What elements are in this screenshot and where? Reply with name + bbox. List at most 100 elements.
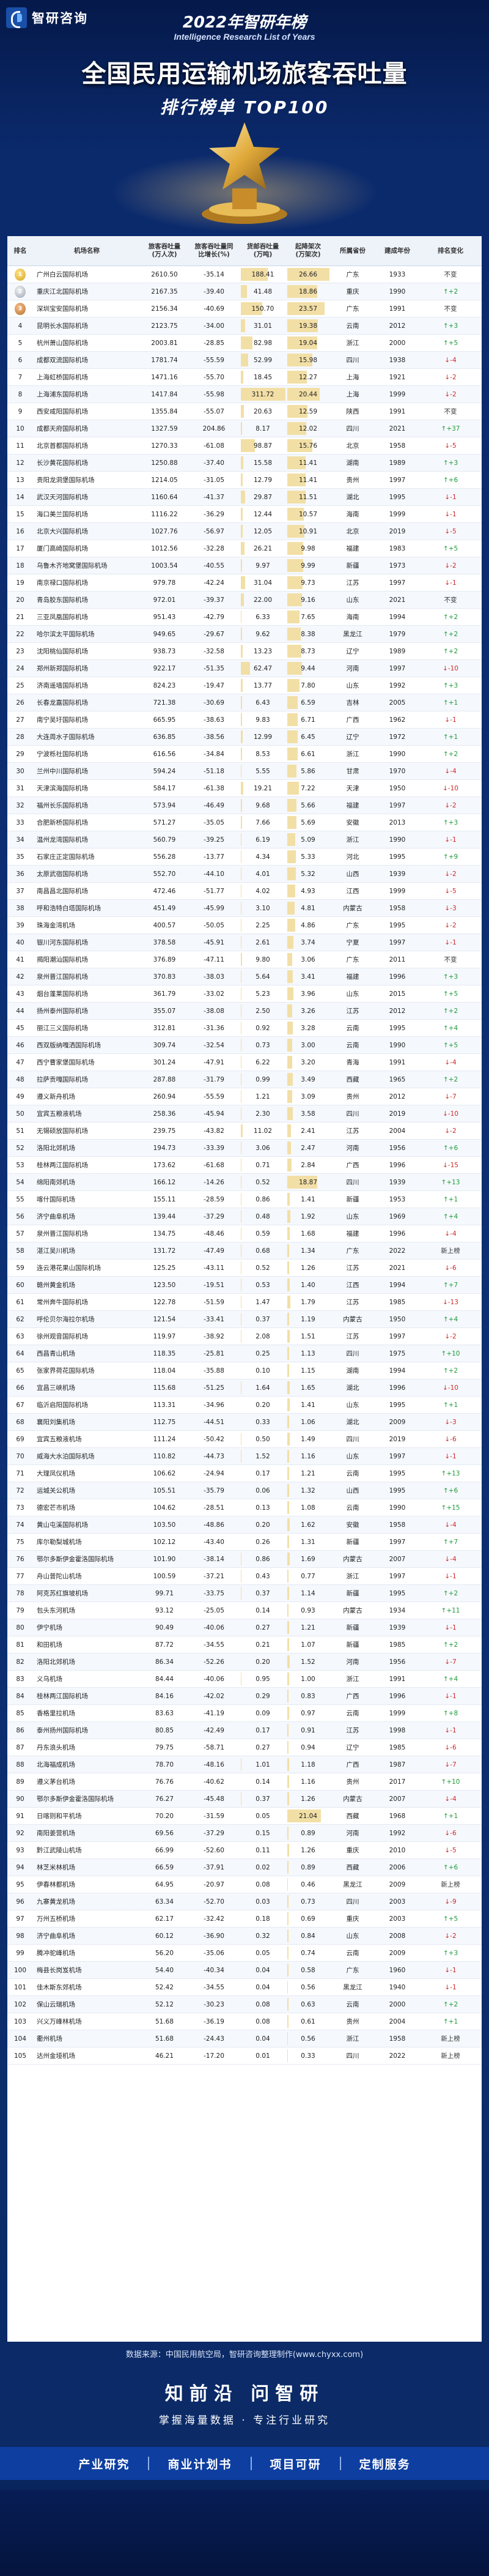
value-bar	[287, 319, 318, 332]
cell-text: 1953	[389, 1195, 406, 1203]
cell-text: 83	[16, 1675, 24, 1683]
cell-text: 内蒙古	[343, 1316, 362, 1323]
value-bar	[287, 371, 307, 384]
province-cell: 内蒙古	[330, 1602, 375, 1619]
flights-cell: 2.84	[286, 1156, 330, 1174]
cell-text: 济宁曲阜机场	[37, 1213, 75, 1220]
flights-cell: 1.68	[286, 1225, 330, 1242]
cell-text: 2007	[389, 1795, 406, 1803]
cell-text: -41.37	[204, 493, 224, 501]
airport-name-cell: 大理凤仪机场	[33, 1464, 141, 1482]
growth-cell: -38.08	[188, 1002, 240, 1020]
cell-text: 90.49	[155, 1624, 174, 1631]
table-row: 38 呼和浩特白塔国际机场 451.49 -45.99 3.10 4.81 内蒙古 1958 ↓…	[7, 899, 482, 917]
value-bar	[287, 491, 306, 503]
cell-text: 2012	[389, 1007, 406, 1015]
value-label: 1.13	[301, 1349, 315, 1357]
passenger-cell: 556.28	[141, 848, 188, 866]
year-built-cell: 1921	[375, 368, 419, 386]
year-built-cell: 2004	[375, 1122, 419, 1140]
value-label: 0.37	[256, 1589, 270, 1597]
cell-text: 福建	[346, 802, 359, 809]
cell-text: ↑+2	[443, 630, 458, 638]
cell-text: 8	[18, 390, 23, 398]
passenger-cell: 115.68	[141, 1379, 188, 1397]
cell-text: 12	[16, 459, 24, 467]
rank-cell: 56	[7, 1208, 33, 1225]
flights-cell: 1.41	[286, 1190, 330, 1208]
year-built-cell: 1994	[375, 1276, 419, 1294]
cell-text: 浙江	[346, 1676, 359, 1683]
province-cell: 新疆	[330, 1636, 375, 1654]
rank-change-cell: ↓-3	[419, 1413, 482, 1431]
growth-cell: -61.68	[188, 1156, 240, 1174]
province-cell: 浙江	[330, 2030, 375, 2047]
cell-text: -37.91	[204, 1863, 224, 1871]
growth-cell: -30.23	[188, 1995, 240, 2013]
value-label: 0.86	[256, 1195, 270, 1203]
rank-change-cell: ↑+1	[419, 1190, 482, 1208]
service-item[interactable]: 商业计划书	[167, 2457, 232, 2471]
airport-name-cell: 丽江三义国际机场	[33, 1019, 141, 1037]
growth-cell: -41.19	[188, 1704, 240, 1722]
cell-text: -38.92	[204, 1332, 224, 1340]
passenger-cell: 79.75	[141, 1739, 188, 1756]
airport-name-cell: 湛江吴川机场	[33, 1242, 141, 1260]
value-bar	[287, 2032, 289, 2045]
growth-cell: -51.25	[188, 1379, 240, 1397]
value-label: 3.20	[301, 1058, 315, 1066]
service-item[interactable]: 定制服务	[359, 2457, 411, 2471]
airport-name-cell: 北海福成机场	[33, 1756, 141, 1773]
growth-cell: -55.70	[188, 368, 240, 386]
value-bar	[287, 405, 307, 418]
cell-text: 54.40	[155, 1966, 174, 1974]
cell-text: -35.06	[204, 1949, 224, 1957]
rank-cell: 31	[7, 779, 33, 797]
service-item[interactable]: 产业研究	[78, 2457, 130, 2471]
airport-name-cell: 宜昌三峡机场	[33, 1379, 141, 1397]
cell-text: 59	[16, 1264, 24, 1272]
airport-name-cell: 宜宾五粮液机场	[33, 1105, 141, 1123]
value-bar	[287, 354, 313, 366]
table-row: 68 襄阳刘集机场 112.75 -44.51 0.33 1.06 湖北 2009 ↓-3	[7, 1413, 482, 1431]
table-row: 13 贵阳龙洞堡国际机场 1214.05 -31.05 12.79 11.41 贵州 1997…	[7, 471, 482, 489]
cell-text: 广西	[346, 1761, 359, 1769]
cell-text: 泉州晋江国际机场	[37, 1230, 88, 1238]
rank-change-cell: ↓-13	[419, 1293, 482, 1311]
value-bar	[287, 1895, 289, 1908]
airport-name-cell: 库尔勒梨城机场	[33, 1533, 141, 1551]
cell-text: 舟山普陀山机场	[37, 1573, 82, 1580]
cell-text: 1996	[389, 973, 406, 981]
value-label: 1.41	[301, 1195, 315, 1203]
year-built-cell: 1970	[375, 762, 419, 780]
value-label: 62.47	[253, 664, 273, 672]
province-cell: 北京	[330, 437, 375, 455]
cell-text: ↓-1	[444, 1726, 457, 1734]
growth-cell: -33.75	[188, 1584, 240, 1602]
year-built-cell: 1956	[375, 1139, 419, 1157]
flights-cell: 1.52	[286, 1653, 330, 1671]
year-built-cell: 1939	[375, 1173, 419, 1191]
value-bar	[287, 1518, 290, 1531]
value-bar	[287, 1467, 290, 1480]
cell-text: 166.12	[153, 1178, 176, 1186]
rank-cell: 105	[7, 2047, 33, 2065]
rank-cell: 104	[7, 2030, 33, 2047]
year-built-cell: 1960	[375, 1961, 419, 1979]
value-label: 9.80	[256, 956, 270, 963]
cell-text: 天津滨海国际机场	[37, 785, 88, 792]
cell-text: 2012	[389, 1093, 406, 1101]
flights-cell: 1.65	[286, 1379, 330, 1397]
table-row: 45 丽江三义国际机场 312.81 -31.36 0.92 3.28 云南 1995 ↑+4	[7, 1019, 482, 1037]
cell-text: 239.75	[153, 1127, 176, 1135]
value-bar	[287, 1107, 293, 1120]
cargo-cell: 0.04	[240, 2030, 286, 2047]
airport-name-cell: 乌鲁木齐地窝堡国际机场	[33, 557, 141, 574]
value-label: 0.02	[256, 1863, 270, 1871]
province-cell: 浙江	[330, 1670, 375, 1688]
cargo-cell: 1.52	[240, 1447, 286, 1465]
cell-text: 1958	[389, 904, 406, 912]
rank-change-cell: ↓-1	[419, 1978, 482, 1996]
service-item[interactable]: 项目可研	[270, 2457, 322, 2471]
table-row: 53 桂林两江国际机场 173.62 -61.68 0.71 2.84 广西 1996 ↓-15	[7, 1156, 482, 1174]
